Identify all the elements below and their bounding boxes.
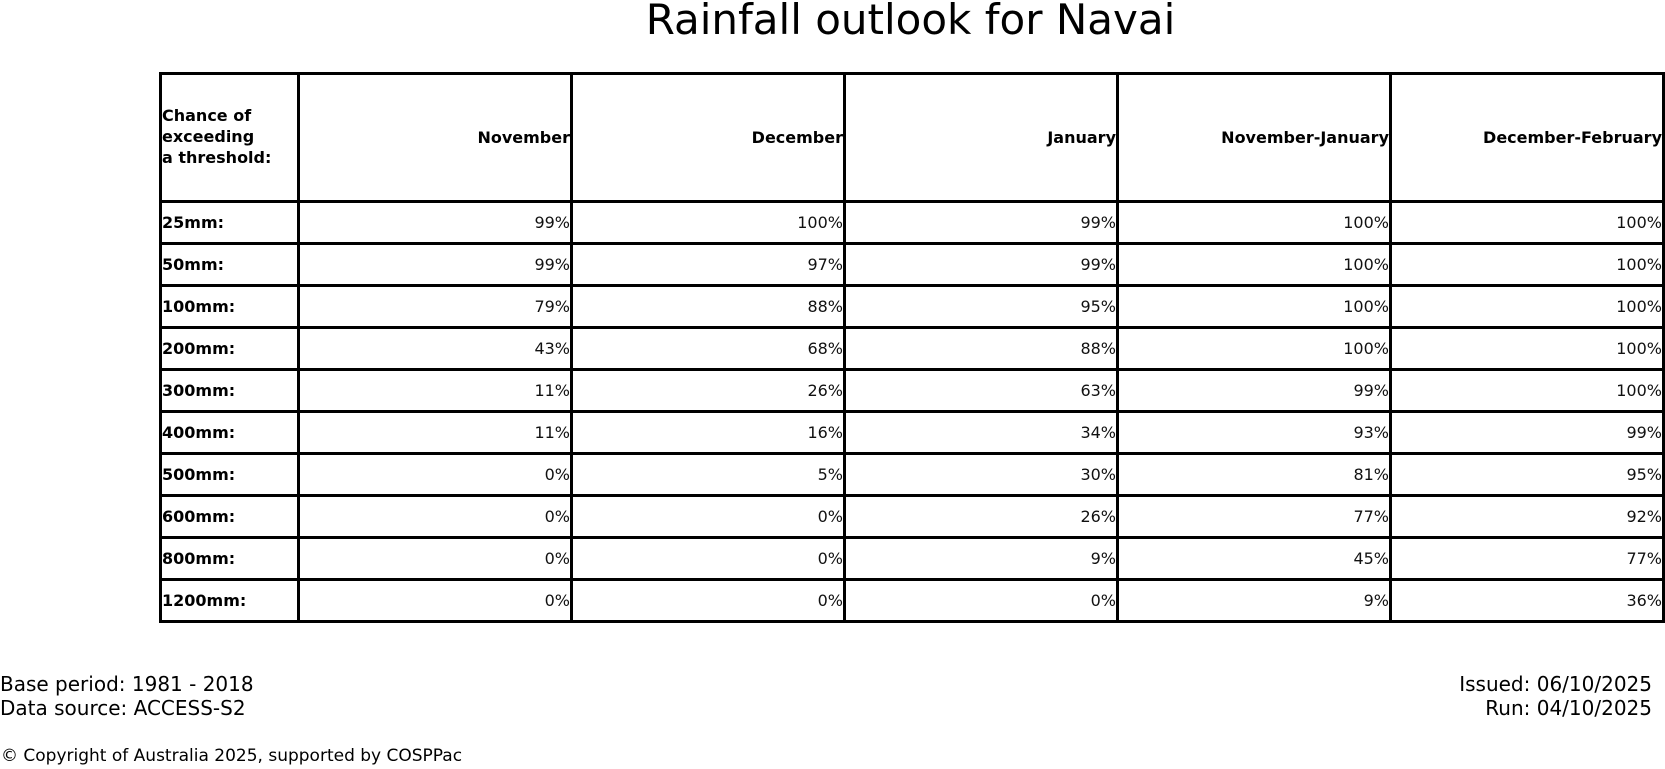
base-period-text: Base period: 1981 - 2018 (0, 672, 254, 696)
header-row: Chance of exceeding a threshold: Novembe… (159, 72, 1665, 203)
value-cell: 77% (1116, 494, 1392, 539)
value-cell: 5% (570, 452, 846, 497)
value-cell: 68% (570, 326, 846, 371)
row-label: 400mm: (159, 410, 300, 455)
row-label: 100mm: (159, 284, 300, 329)
value-cell: 11% (297, 368, 573, 413)
row-label: 300mm: (159, 368, 300, 413)
value-cell: 99% (843, 242, 1119, 287)
value-cell: 0% (297, 536, 573, 581)
copyright-text: © Copyright of Australia 2025, supported… (1, 746, 463, 766)
value-cell: 0% (570, 494, 846, 539)
table-row: 800mm: 0% 0% 9% 45% 77% (159, 536, 1665, 581)
column-header-december: December (570, 72, 846, 203)
row-label: 1200mm: (159, 578, 300, 623)
value-cell: 45% (1116, 536, 1392, 581)
value-cell: 0% (297, 494, 573, 539)
value-cell: 34% (843, 410, 1119, 455)
row-label: 25mm: (159, 200, 300, 245)
value-cell: 26% (843, 494, 1119, 539)
value-cell: 88% (843, 326, 1119, 371)
value-cell: 100% (1116, 284, 1392, 329)
value-cell: 99% (297, 200, 573, 245)
value-cell: 36% (1389, 578, 1665, 623)
value-cell: 30% (843, 452, 1119, 497)
row-label: 500mm: (159, 452, 300, 497)
value-cell: 16% (570, 410, 846, 455)
rainfall-outlook-table: Chance of exceeding a threshold: Novembe… (159, 72, 1665, 623)
value-cell: 100% (1389, 242, 1665, 287)
row-label: 200mm: (159, 326, 300, 371)
row-label: 600mm: (159, 494, 300, 539)
value-cell: 9% (1116, 578, 1392, 623)
value-cell: 99% (1389, 410, 1665, 455)
table-row: 300mm: 11% 26% 63% 99% 100% (159, 368, 1665, 413)
value-cell: 79% (297, 284, 573, 329)
footer-right: Issued: 06/10/2025 Run: 04/10/2025 (1459, 672, 1652, 720)
value-cell: 95% (843, 284, 1119, 329)
footer-left: Base period: 1981 - 2018 Data source: AC… (0, 672, 254, 720)
value-cell: 9% (843, 536, 1119, 581)
value-cell: 100% (1116, 242, 1392, 287)
value-cell: 63% (843, 368, 1119, 413)
table-row: 100mm: 79% 88% 95% 100% 100% (159, 284, 1665, 329)
value-cell: 100% (1389, 326, 1665, 371)
table-row: 1200mm: 0% 0% 0% 9% 36% (159, 578, 1665, 623)
value-cell: 95% (1389, 452, 1665, 497)
value-cell: 99% (1116, 368, 1392, 413)
row-label: 50mm: (159, 242, 300, 287)
page-title: Rainfall outlook for Navai (645, 0, 1176, 44)
value-cell: 0% (843, 578, 1119, 623)
column-header-december-february: December-February (1389, 72, 1665, 203)
table-row: 400mm: 11% 16% 34% 93% 99% (159, 410, 1665, 455)
table-row: 25mm: 99% 100% 99% 100% 100% (159, 200, 1665, 245)
data-source-text: Data source: ACCESS-S2 (0, 696, 246, 720)
corner-header: Chance of exceeding a threshold: (159, 72, 300, 203)
value-cell: 100% (1116, 326, 1392, 371)
table-row: 50mm: 99% 97% 99% 100% 100% (159, 242, 1665, 287)
value-cell: 100% (1389, 200, 1665, 245)
value-cell: 97% (570, 242, 846, 287)
table-row: 500mm: 0% 5% 30% 81% 95% (159, 452, 1665, 497)
value-cell: 0% (570, 536, 846, 581)
value-cell: 99% (297, 242, 573, 287)
value-cell: 0% (297, 452, 573, 497)
value-cell: 100% (1116, 200, 1392, 245)
value-cell: 77% (1389, 536, 1665, 581)
value-cell: 43% (297, 326, 573, 371)
value-cell: 0% (297, 578, 573, 623)
value-cell: 88% (570, 284, 846, 329)
value-cell: 99% (843, 200, 1119, 245)
issued-date-text: Issued: 06/10/2025 (1459, 672, 1652, 696)
value-cell: 11% (297, 410, 573, 455)
value-cell: 100% (1389, 284, 1665, 329)
column-header-january: January (843, 72, 1119, 203)
run-date-text: Run: 04/10/2025 (1485, 696, 1652, 720)
value-cell: 100% (570, 200, 846, 245)
column-header-november-january: November-January (1116, 72, 1392, 203)
column-header-november: November (297, 72, 573, 203)
row-label: 800mm: (159, 536, 300, 581)
value-cell: 0% (570, 578, 846, 623)
value-cell: 81% (1116, 452, 1392, 497)
value-cell: 93% (1116, 410, 1392, 455)
value-cell: 26% (570, 368, 846, 413)
table-body: 25mm: 99% 100% 99% 100% 100% 50mm: 99% 97% 99% 100… (159, 200, 1665, 623)
table-row: 600mm: 0% 0% 26% 77% 92% (159, 494, 1665, 539)
table-row: 200mm: 43% 68% 88% 100% 100% (159, 326, 1665, 371)
value-cell: 100% (1389, 368, 1665, 413)
value-cell: 92% (1389, 494, 1665, 539)
